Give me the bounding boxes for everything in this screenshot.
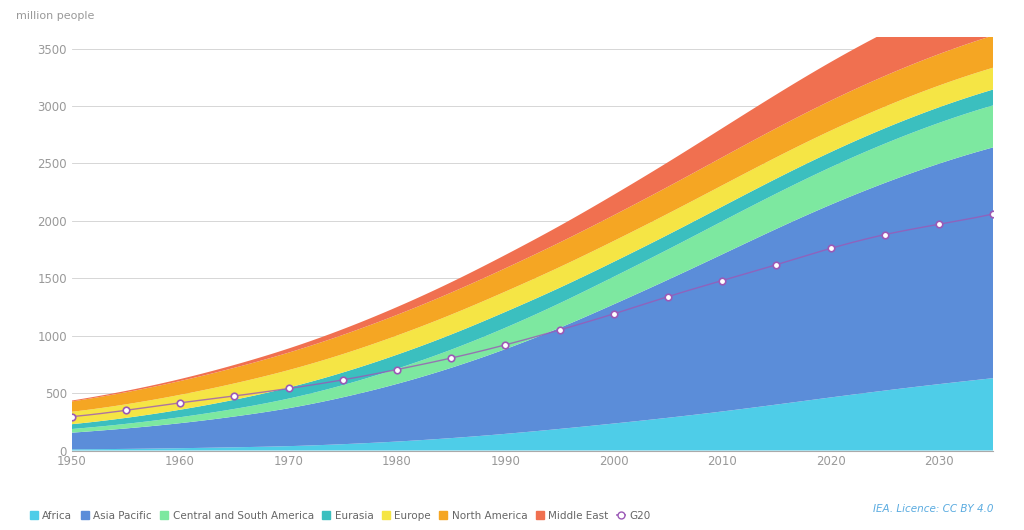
Point [822,244,839,253]
Point [605,310,622,318]
Legend: Africa, Asia Pacific, Central and South America, Eurasia, Europe, North America,: Africa, Asia Pacific, Central and South … [26,507,654,525]
Point [498,341,514,349]
Point [335,376,351,384]
Point [551,325,567,334]
Point [931,220,947,228]
Point [877,231,893,239]
Text: million people: million people [16,11,95,21]
Point [714,276,730,285]
Point [443,354,460,363]
Point [63,412,80,421]
Text: IEA. Licence: CC BY 4.0: IEA. Licence: CC BY 4.0 [872,504,993,514]
Point [389,365,406,374]
Point [226,392,243,400]
Point [768,260,784,269]
Point [172,399,188,407]
Point [659,293,676,301]
Point [118,406,134,414]
Point [281,384,297,393]
Point [985,210,1001,218]
